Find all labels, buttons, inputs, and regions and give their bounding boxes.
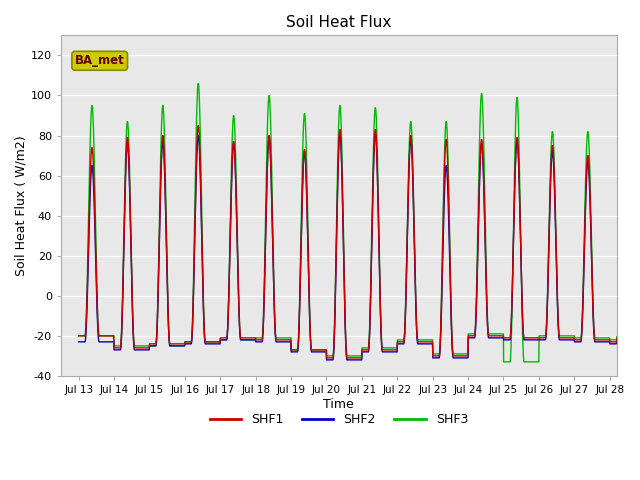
Title: Soil Heat Flux: Soil Heat Flux xyxy=(286,15,392,30)
SHF3 xyxy=(195,81,202,86)
X-axis label: Time: Time xyxy=(323,398,354,411)
SHF2 xyxy=(397,341,404,347)
SHF2 xyxy=(634,341,640,347)
SHF1 xyxy=(533,335,541,341)
SHF1 xyxy=(75,333,83,339)
Y-axis label: Soil Heat Flux ( W/m2): Soil Heat Flux ( W/m2) xyxy=(15,135,28,276)
SHF1 xyxy=(254,337,262,343)
SHF2 xyxy=(75,339,83,345)
SHF3 xyxy=(254,335,262,341)
SHF1 xyxy=(131,345,139,351)
SHF2 xyxy=(565,337,573,343)
Legend: SHF1, SHF2, SHF3: SHF1, SHF2, SHF3 xyxy=(205,408,473,431)
SHF1 xyxy=(634,339,640,345)
SHF2 xyxy=(131,347,139,353)
SHF3 xyxy=(565,333,573,339)
SHF3 xyxy=(500,359,508,365)
SHF2 xyxy=(371,131,379,136)
SHF2 xyxy=(533,337,541,343)
SHF3 xyxy=(131,343,139,349)
SHF3 xyxy=(634,337,640,343)
Text: BA_met: BA_met xyxy=(75,54,125,67)
SHF3 xyxy=(75,333,83,339)
Line: SHF2: SHF2 xyxy=(79,133,640,360)
SHF3 xyxy=(396,337,404,343)
Line: SHF1: SHF1 xyxy=(79,126,640,358)
SHF1 xyxy=(397,339,404,345)
SHF2 xyxy=(323,357,330,363)
SHF1 xyxy=(195,123,202,129)
SHF2 xyxy=(253,339,261,345)
Line: SHF3: SHF3 xyxy=(79,84,640,362)
SHF1 xyxy=(565,335,573,341)
SHF1 xyxy=(323,355,330,361)
SHF3 xyxy=(533,359,541,365)
